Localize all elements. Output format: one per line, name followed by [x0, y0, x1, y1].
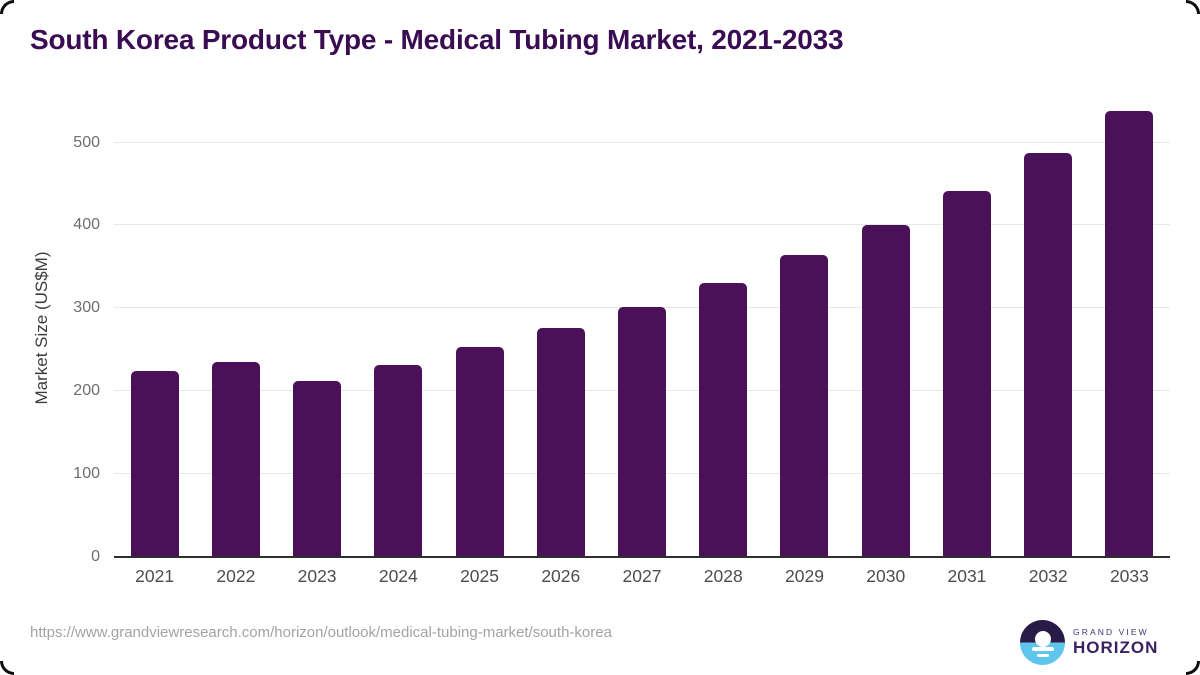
page-title: South Korea Product Type - Medical Tubin… — [30, 24, 844, 55]
y-tick-label-100: 100 — [73, 465, 100, 483]
bar-2024 — [374, 364, 423, 557]
bar-2022 — [211, 362, 260, 557]
reflection-bar-icon — [1037, 653, 1049, 658]
x-tick-label-2029: 2029 — [785, 566, 824, 586]
x-tick-label-2023: 2023 — [297, 566, 337, 586]
x-tick-label-2024: 2024 — [378, 566, 418, 586]
bar-slot-2033 — [1089, 97, 1170, 557]
reflection-bar-icon — [1032, 647, 1054, 652]
bar-2033 — [1105, 111, 1154, 557]
bar-2028 — [699, 282, 748, 557]
bar-slot-2027 — [601, 97, 682, 557]
logo-text-horizon: HORIZON — [1073, 638, 1159, 657]
bar-slot-2026 — [520, 97, 601, 557]
corner-border-bottom-left — [0, 661, 14, 675]
x-tick-label-2031: 2031 — [947, 566, 987, 586]
y-axis-title: Market Size (US$M) — [32, 251, 51, 405]
x-tick-label-2027: 2027 — [622, 566, 662, 586]
x-tick-label-2026: 2026 — [541, 566, 581, 586]
y-axis-tick-labels: 0 100 200 300 400 500 — [55, 97, 100, 565]
bar-2025 — [455, 347, 504, 557]
bar-2023 — [293, 381, 342, 557]
gridline-500 — [114, 141, 1170, 143]
y-tick-label-500: 500 — [73, 133, 100, 151]
bar-slot-2030 — [845, 97, 926, 557]
bar-slot-2022 — [195, 97, 276, 557]
y-tick-label-0: 0 — [91, 548, 100, 565]
x-tick-label-2028: 2028 — [703, 566, 743, 586]
bar-slot-2029 — [764, 97, 845, 557]
bar-slot-2023 — [276, 97, 357, 557]
horizon-logo-icon — [1020, 620, 1065, 665]
bar-2027 — [618, 306, 667, 557]
y-tick-label-300: 300 — [73, 299, 100, 317]
x-tick-label-2022: 2022 — [216, 566, 256, 586]
x-tick-label-2021: 2021 — [135, 566, 175, 586]
sun-icon — [1034, 631, 1051, 647]
bar-slot-2021 — [114, 97, 195, 557]
x-tick-label-2025: 2025 — [460, 566, 500, 586]
y-tick-label-400: 400 — [73, 216, 100, 234]
bar-2032 — [1024, 152, 1073, 557]
corner-border-bottom-right — [1186, 661, 1200, 675]
bar-2029 — [780, 255, 829, 557]
bar-slot-2032 — [1008, 97, 1089, 557]
bar-slot-2025 — [439, 97, 520, 557]
x-axis-baseline — [114, 556, 1170, 558]
corner-border-top-left — [0, 0, 14, 14]
gridline-400 — [114, 224, 1170, 226]
plot-area — [114, 97, 1170, 558]
bar-2030 — [861, 224, 910, 557]
logo-text: GRAND VIEW HORIZON — [1073, 627, 1158, 658]
y-tick-label-200: 200 — [73, 382, 100, 400]
x-tick-label-2033: 2033 — [1109, 566, 1149, 586]
bar-2026 — [536, 328, 585, 557]
x-axis-tick-labels: 2021 2022 2023 2024 2025 2026 2027 2028 2029 2030… — [114, 566, 1170, 587]
bars-layer — [114, 97, 1170, 557]
source-url: https://www.grandviewresearch.com/horizo… — [30, 624, 612, 641]
grand-view-horizon-logo: GRAND VIEW HORIZON — [1020, 620, 1158, 665]
bar-2021 — [130, 370, 179, 557]
bar-slot-2028 — [683, 97, 764, 557]
bar-slot-2031 — [926, 97, 1007, 557]
x-tick-label-2032: 2032 — [1028, 566, 1068, 586]
x-tick-label-2030: 2030 — [866, 566, 906, 586]
bar-slot-2024 — [358, 97, 439, 557]
logo-text-grand-view: GRAND VIEW — [1073, 627, 1149, 637]
corner-border-top-right — [1186, 0, 1200, 14]
bar-2031 — [942, 190, 991, 557]
